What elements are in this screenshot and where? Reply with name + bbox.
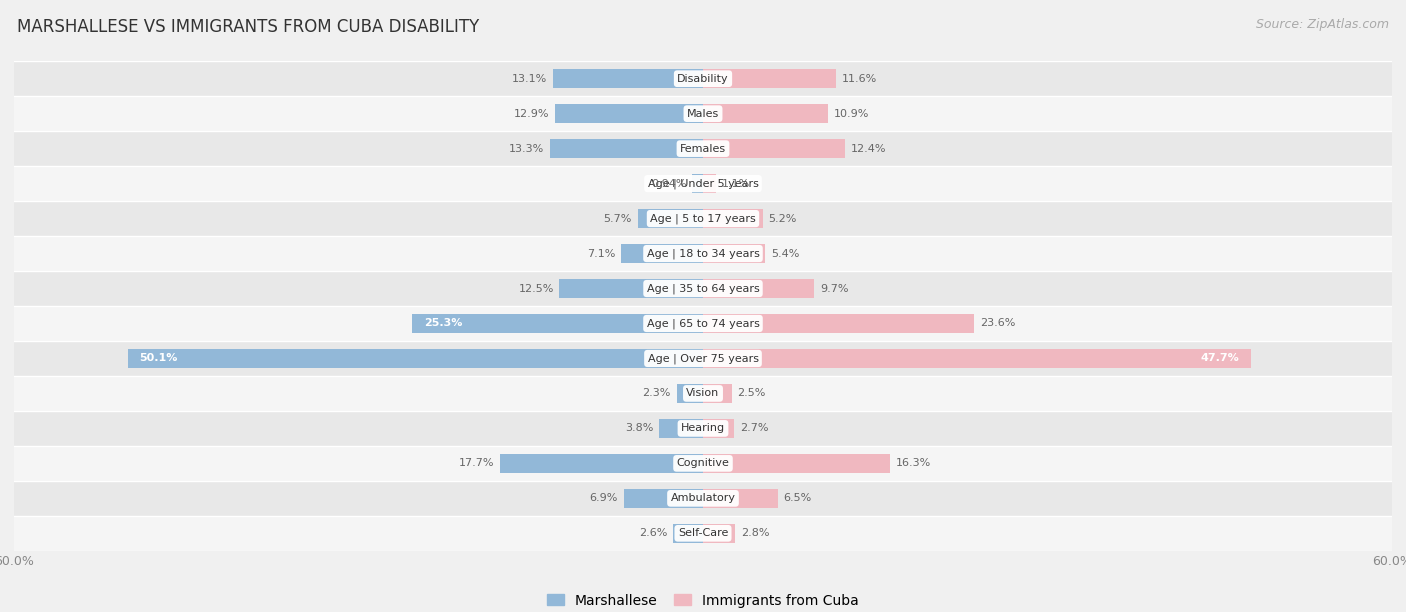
Text: 2.5%: 2.5%: [738, 389, 766, 398]
Bar: [703, 279, 814, 298]
Text: Females: Females: [681, 144, 725, 154]
Bar: [673, 524, 703, 543]
Text: 5.2%: 5.2%: [769, 214, 797, 223]
Text: Age | 5 to 17 years: Age | 5 to 17 years: [650, 214, 756, 224]
Text: 5.7%: 5.7%: [603, 214, 631, 223]
Bar: [14, 96, 1392, 131]
Bar: [659, 419, 703, 438]
Bar: [703, 349, 1251, 368]
Text: 2.3%: 2.3%: [643, 389, 671, 398]
Text: Source: ZipAtlas.com: Source: ZipAtlas.com: [1256, 18, 1389, 31]
Text: 12.5%: 12.5%: [519, 283, 554, 294]
Bar: [14, 131, 1392, 166]
Text: Disability: Disability: [678, 73, 728, 84]
Bar: [624, 489, 703, 508]
Text: 12.4%: 12.4%: [851, 144, 887, 154]
Text: 0.94%: 0.94%: [651, 179, 686, 188]
Legend: Marshallese, Immigrants from Cuba: Marshallese, Immigrants from Cuba: [547, 594, 859, 608]
Text: 12.9%: 12.9%: [513, 109, 550, 119]
Bar: [14, 411, 1392, 446]
Bar: [14, 516, 1392, 551]
Text: 5.4%: 5.4%: [770, 248, 799, 258]
Text: 1.1%: 1.1%: [721, 179, 749, 188]
Text: Hearing: Hearing: [681, 424, 725, 433]
Bar: [14, 166, 1392, 201]
Bar: [703, 384, 731, 403]
Bar: [14, 201, 1392, 236]
Bar: [14, 236, 1392, 271]
Text: MARSHALLESE VS IMMIGRANTS FROM CUBA DISABILITY: MARSHALLESE VS IMMIGRANTS FROM CUBA DISA…: [17, 18, 479, 36]
Bar: [692, 174, 703, 193]
Bar: [703, 174, 716, 193]
Bar: [703, 489, 778, 508]
Text: Age | 35 to 64 years: Age | 35 to 64 years: [647, 283, 759, 294]
Text: 10.9%: 10.9%: [834, 109, 869, 119]
Text: 2.6%: 2.6%: [640, 528, 668, 539]
Text: 2.7%: 2.7%: [740, 424, 768, 433]
Bar: [14, 481, 1392, 516]
Bar: [703, 244, 765, 263]
Bar: [14, 446, 1392, 481]
Text: 25.3%: 25.3%: [425, 318, 463, 329]
Bar: [499, 453, 703, 473]
Bar: [703, 524, 735, 543]
Bar: [703, 209, 762, 228]
Bar: [14, 61, 1392, 96]
Text: 6.9%: 6.9%: [589, 493, 619, 503]
Bar: [703, 104, 828, 123]
Text: 50.1%: 50.1%: [139, 354, 177, 364]
Bar: [553, 69, 703, 88]
Bar: [14, 341, 1392, 376]
Text: Age | 18 to 34 years: Age | 18 to 34 years: [647, 248, 759, 259]
Bar: [412, 314, 703, 333]
Text: 3.8%: 3.8%: [626, 424, 654, 433]
Text: 2.8%: 2.8%: [741, 528, 769, 539]
Bar: [703, 69, 837, 88]
Bar: [703, 453, 890, 473]
Text: 13.3%: 13.3%: [509, 144, 544, 154]
Text: 16.3%: 16.3%: [896, 458, 931, 468]
Text: 23.6%: 23.6%: [980, 318, 1015, 329]
Bar: [703, 139, 845, 159]
Text: Ambulatory: Ambulatory: [671, 493, 735, 503]
Text: Cognitive: Cognitive: [676, 458, 730, 468]
Text: Males: Males: [688, 109, 718, 119]
Bar: [555, 104, 703, 123]
Bar: [560, 279, 703, 298]
Bar: [14, 306, 1392, 341]
Text: 7.1%: 7.1%: [588, 248, 616, 258]
Bar: [703, 419, 734, 438]
Text: 6.5%: 6.5%: [783, 493, 811, 503]
Text: Age | Over 75 years: Age | Over 75 years: [648, 353, 758, 364]
Text: 11.6%: 11.6%: [842, 73, 877, 84]
Text: 13.1%: 13.1%: [512, 73, 547, 84]
Bar: [14, 271, 1392, 306]
Bar: [621, 244, 703, 263]
Text: Self-Care: Self-Care: [678, 528, 728, 539]
Bar: [14, 376, 1392, 411]
Text: Age | Under 5 years: Age | Under 5 years: [648, 178, 758, 189]
Text: Age | 65 to 74 years: Age | 65 to 74 years: [647, 318, 759, 329]
Bar: [637, 209, 703, 228]
Bar: [550, 139, 703, 159]
Text: 47.7%: 47.7%: [1201, 354, 1239, 364]
Text: 9.7%: 9.7%: [820, 283, 849, 294]
Bar: [676, 384, 703, 403]
Text: Vision: Vision: [686, 389, 720, 398]
Text: 17.7%: 17.7%: [458, 458, 494, 468]
Bar: [128, 349, 703, 368]
Bar: [703, 314, 974, 333]
